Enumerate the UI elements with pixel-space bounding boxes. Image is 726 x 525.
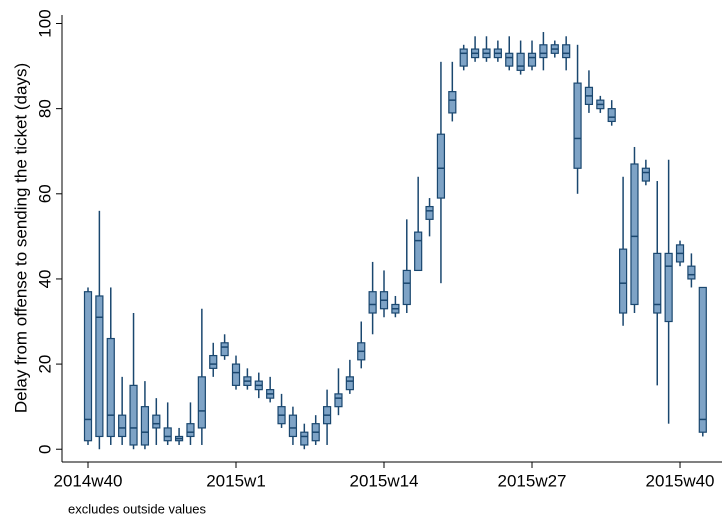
y-tick-label: 20	[35, 355, 54, 374]
box	[83, 291, 93, 442]
y-tick-label: 40	[35, 269, 54, 288]
box	[414, 231, 423, 272]
box	[641, 167, 650, 182]
box	[618, 248, 628, 314]
box	[687, 265, 696, 280]
box	[425, 205, 434, 220]
box	[186, 423, 195, 438]
box	[152, 414, 161, 429]
box	[220, 342, 229, 357]
box	[505, 52, 514, 67]
box	[231, 363, 241, 386]
box	[106, 337, 115, 438]
box	[664, 252, 673, 323]
box	[334, 393, 343, 408]
box	[197, 376, 206, 429]
box	[118, 414, 127, 438]
x-tick-label: 2015w27	[498, 471, 567, 490]
box	[562, 44, 571, 59]
box	[402, 269, 411, 306]
box	[345, 376, 354, 391]
box	[630, 163, 639, 306]
box	[209, 354, 218, 369]
box	[300, 431, 309, 446]
box	[527, 52, 537, 67]
x-tick-label: 2015w1	[206, 471, 266, 490]
box	[288, 414, 298, 438]
box	[459, 48, 468, 67]
y-axis-title: Delay from offense to sending the ticket…	[11, 63, 30, 413]
box	[368, 291, 377, 314]
box	[607, 108, 616, 123]
box	[448, 91, 457, 114]
note: excludes outside values	[68, 501, 207, 516]
box	[436, 133, 446, 199]
box	[516, 52, 525, 71]
box	[539, 44, 548, 59]
x-tick-label: 2015w40	[646, 471, 715, 490]
box	[163, 427, 172, 442]
y-tick-label: 60	[35, 184, 54, 203]
x-tick-label: 2014w40	[53, 471, 122, 490]
box	[95, 295, 104, 438]
box	[698, 286, 707, 433]
box	[129, 384, 138, 446]
box	[140, 406, 150, 446]
y-tick-label: 100	[35, 9, 54, 37]
x-tick-label: 2015w14	[350, 471, 419, 490]
box	[573, 82, 582, 169]
y-tick-label: 0	[35, 444, 54, 453]
y-tick-label: 80	[35, 99, 54, 118]
box	[653, 252, 662, 314]
